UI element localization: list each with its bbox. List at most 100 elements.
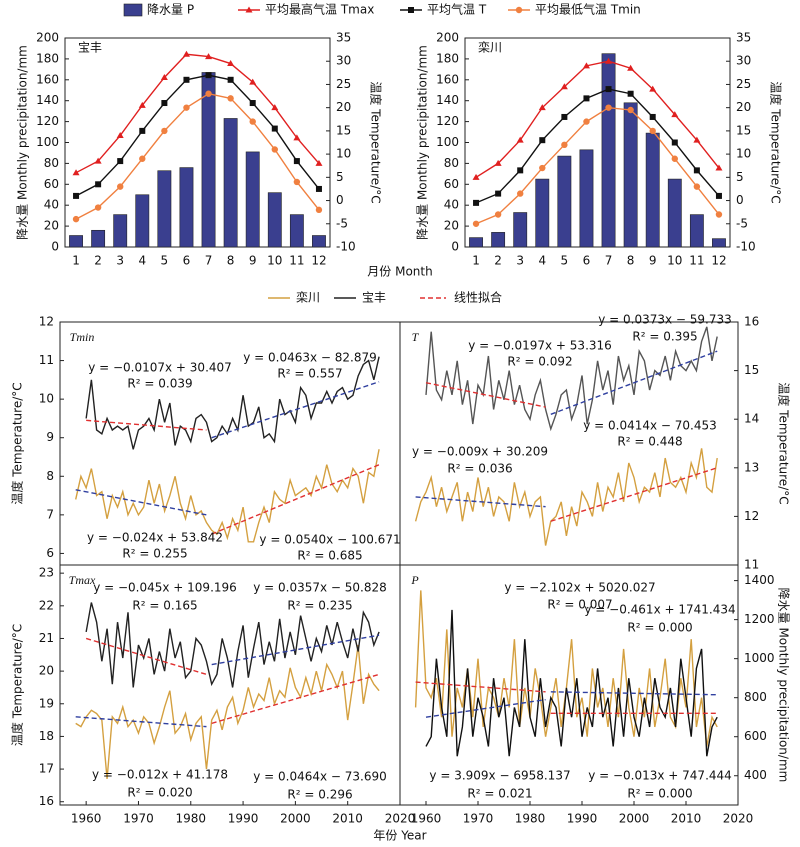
marker	[605, 57, 613, 64]
y-tick-label: 80	[444, 156, 459, 170]
axis-title: 年份 Year	[373, 829, 426, 843]
bar	[267, 192, 282, 248]
annotation: R² = 0.235	[287, 599, 352, 613]
y-tick-label: 20	[444, 219, 459, 233]
marker	[117, 158, 124, 165]
annotation: R² = 0.039	[127, 377, 192, 391]
marker	[561, 113, 568, 120]
fit-line	[211, 381, 380, 439]
y-tick-label: 10	[736, 147, 751, 161]
bar	[513, 212, 528, 248]
y-tick-label: 25	[336, 77, 351, 91]
annotation: y = 0.0373x − 59.733	[598, 313, 732, 327]
series-line	[75, 53, 320, 174]
annotation: y = −0.045x + 109.196	[93, 581, 237, 595]
axis-title: 月份 Month	[367, 265, 432, 279]
panel-label: Tmax	[69, 573, 96, 587]
marker	[293, 158, 300, 165]
axis-title: 温度 Temperature/°C	[10, 624, 25, 746]
x-tick-label: 6	[183, 254, 191, 268]
y-tick-label: -5	[736, 216, 748, 230]
y-tick-label: 120	[436, 114, 459, 128]
marker	[649, 113, 656, 120]
y-tick-label: 22	[39, 598, 54, 612]
y-tick-label: 20	[336, 100, 351, 114]
station-label: 宝丰	[78, 41, 102, 55]
legend-label: 宝丰	[362, 291, 386, 305]
marker	[227, 95, 234, 102]
x-tick-label: 1980	[175, 812, 206, 826]
x-tick-label: 8	[627, 254, 635, 268]
annotation: y = 0.0540x − 100.671	[259, 533, 400, 547]
bar	[623, 102, 638, 248]
fit-line	[425, 382, 546, 408]
y-tick-label: 140	[36, 93, 59, 107]
y-tick-label: 100	[436, 135, 459, 149]
y-tick-label: 1000	[744, 651, 775, 665]
x-tick-label: 1990	[228, 812, 259, 826]
y-tick-label: 25	[736, 77, 751, 91]
marker	[693, 183, 701, 190]
x-tick-label: 1980	[515, 812, 546, 826]
annotation: R² = 0.000	[627, 787, 692, 801]
fit-line	[550, 350, 718, 415]
marker	[138, 101, 146, 108]
marker	[205, 53, 213, 60]
marker	[627, 106, 634, 114]
bar	[245, 151, 260, 248]
bar	[223, 118, 238, 248]
series-line	[414, 448, 718, 546]
marker	[315, 185, 322, 192]
marker	[249, 118, 256, 125]
y-tick-label: 12	[39, 315, 54, 329]
series-line	[475, 88, 720, 204]
y-tick-label: 140	[436, 93, 459, 107]
y-tick-label: 0	[736, 193, 744, 207]
x-tick-label: 12	[711, 254, 726, 268]
axis-title: 降水量 Monthly precipitation/mm	[777, 588, 791, 783]
y-tick-label: 20	[44, 219, 59, 233]
marker	[473, 199, 480, 206]
y-tick-label: 19	[39, 696, 54, 710]
axis-title: 降水量 Monthly precipitation/mm	[16, 45, 30, 240]
y-tick-label: 15	[744, 363, 759, 377]
marker	[538, 104, 546, 111]
marker	[472, 173, 480, 180]
series-line	[425, 326, 718, 432]
bar	[91, 229, 106, 248]
panel-label: T	[412, 330, 420, 344]
marker	[117, 183, 124, 190]
bar	[712, 238, 726, 248]
panel-label: Tmin	[70, 330, 95, 344]
marker	[293, 134, 301, 141]
fit-line	[211, 464, 380, 535]
legend-label: 平均气温 T	[427, 2, 487, 17]
bar	[491, 232, 506, 248]
annotation: R² = 0.296	[287, 788, 352, 802]
y-tick-label: 20	[39, 664, 54, 678]
y-tick-label: 11	[744, 558, 759, 572]
y-tick-label: 40	[44, 198, 59, 212]
axis-title: 温度 Temperature/°C	[777, 382, 792, 504]
legend-label: 降水量 P	[147, 3, 194, 17]
marker	[94, 157, 102, 164]
y-tick-label: 120	[36, 114, 59, 128]
bar	[135, 194, 150, 248]
x-tick-label: 12	[311, 254, 326, 268]
marker	[408, 7, 414, 13]
marker	[472, 220, 480, 227]
x-tick-label: 11	[689, 254, 704, 268]
y-tick-label: 8	[46, 469, 54, 483]
annotation: R² = 0.092	[507, 355, 572, 369]
y-tick-label: 200	[436, 31, 459, 45]
station-label: 栾川	[478, 40, 502, 55]
fit-line	[211, 634, 380, 666]
y-tick-label: 800	[744, 690, 767, 704]
axis-title: 降水量 Monthly precipitation/mm	[416, 45, 430, 240]
marker	[94, 204, 102, 211]
bar	[689, 214, 704, 248]
annotation: y = −0.012x + 41.178	[92, 768, 228, 782]
y-tick-label: 35	[336, 31, 351, 45]
y-tick-label: 12	[744, 509, 759, 523]
